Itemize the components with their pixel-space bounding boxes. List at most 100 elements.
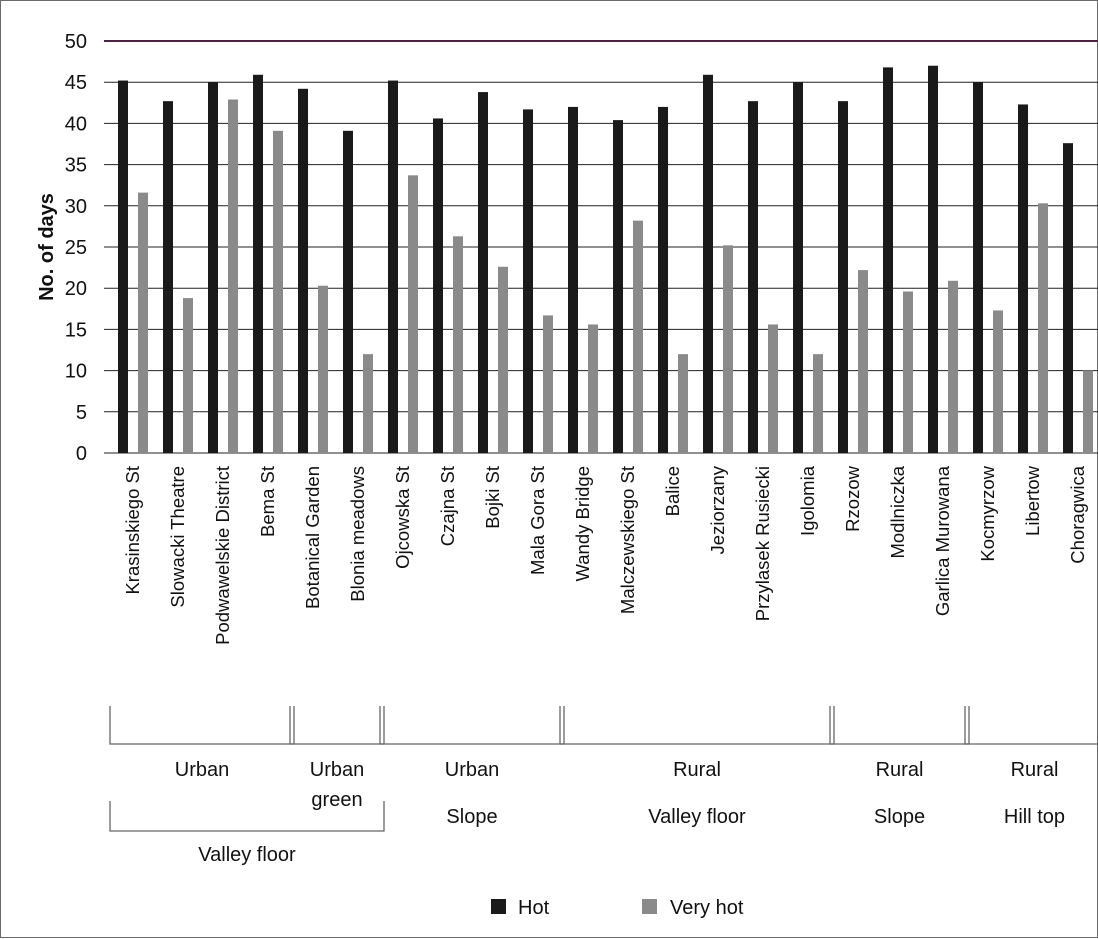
group-label-top: Rural [1011,759,1059,781]
group-label-bottom: Valley floor [648,806,746,828]
x-tick-label: Slowacki Theatre [167,466,188,608]
x-tick-label: Przylasek Rusiecki [752,466,773,621]
bar-hot [703,74,713,453]
group-label-top: Urban [445,759,499,781]
x-tick-label: Mala Gora St [527,466,548,575]
group-label-bottom: Slope [446,806,497,828]
group-label-top: Urban [310,759,364,781]
x-tick-label: Jeziorzany [707,465,728,554]
group-layer: Urban Valley floor Urban green Urban Slope Rur… [109,706,1098,866]
group-bracket [829,706,970,745]
bar-hot [838,101,848,453]
x-tick-label: Blonia meadows [347,466,368,602]
bar-hot [478,92,488,453]
legend-swatch-hot [491,899,506,914]
y-tick-label: 45 [65,72,87,94]
bar-hot [433,118,443,454]
label-layer: Krasinskiego St Slowacki Theatre Podwawels… [122,465,1088,645]
grid-layer: 0 5 10 15 20 25 30 35 40 45 50 [65,31,1098,465]
x-tick-label: Krasinskiego St [122,466,143,595]
bar-very-hot [318,285,328,453]
bar-hot [523,109,533,453]
bar-very-hot [588,324,598,453]
bar-hot [1063,143,1073,453]
y-tick-label: 15 [65,319,87,341]
bar-very-hot [903,291,913,453]
bar-hot [658,106,668,454]
group-label-bottom: Slope [874,806,925,828]
group-bracket [289,706,385,745]
y-tick-label: 50 [65,31,87,53]
group-bracket [964,706,1098,745]
bar-hot [163,101,173,453]
bar-very-hot [948,280,958,453]
legend-swatch-very-hot [642,899,657,914]
bar-very-hot [993,310,1003,453]
group-bracket [379,706,565,745]
y-tick-label: 0 [76,443,87,465]
group-label-top: Urban [175,759,229,781]
y-tick-label: 5 [76,402,87,424]
bar-hot [298,88,308,454]
y-tick-label: 35 [65,155,87,177]
bar-very-hot [768,324,778,453]
legend: Hot Very hot [491,897,744,919]
bar-very-hot [633,220,643,453]
x-tick-label: Balice [662,466,683,516]
bar-hot [613,120,623,453]
bar-very-hot [858,270,868,453]
bar-very-hot [543,315,553,453]
legend-label-very-hot: Very hot [670,897,744,919]
bar-hot [973,82,983,453]
bar-very-hot [273,130,283,454]
y-tick-label: 20 [65,278,87,300]
x-tick-label: Wandy Bridge [572,466,593,582]
x-tick-label: Malczewskiego St [617,466,638,614]
bar-layer [118,65,1093,454]
x-tick-label: Rzozow [842,465,863,531]
bar-hot [748,101,758,453]
bar-very-hot [408,175,418,453]
group-label-top: Rural [673,759,721,781]
group-bracket [559,706,835,745]
group-bracket [109,801,385,832]
bar-hot [793,82,803,453]
y-axis-label: No. of days [36,193,58,301]
group-label-top: green [311,789,362,811]
x-tick-label: Podwawelskie District [212,466,233,645]
x-tick-label: Choragwica [1067,465,1088,563]
bar-very-hot [498,266,508,453]
x-tick-label: Czajna St [437,466,458,546]
x-tick-label: Libertow [1022,465,1043,536]
x-tick-label: Igolomia [797,465,818,536]
bar-hot [928,65,938,453]
x-tick-label: Bema St [257,466,278,537]
group-label-top: Rural [876,759,924,781]
x-tick-label: Bojki St [482,466,503,529]
group-label-bottom: Hill top [1004,806,1065,828]
bar-hot [208,82,218,453]
y-tick-label: 25 [65,237,87,259]
x-tick-label: Ojcowska St [392,466,413,569]
y-tick-label: 40 [65,113,87,135]
bar-hot [343,130,353,454]
x-tick-label: Garlica Murowana [932,465,953,616]
bar-hot [1018,104,1028,453]
group-label-bottom: Valley floor [198,844,296,866]
bar-very-hot [1038,203,1048,453]
group-bracket [109,706,295,745]
bar-hot [253,74,263,453]
bar-very-hot [813,354,823,453]
x-tick-label: Botanical Garden [302,466,323,609]
bar-very-hot [723,245,733,453]
bar-hot [388,80,398,453]
bar-very-hot [183,298,193,453]
bar-very-hot [228,99,238,453]
bar-very-hot [453,236,463,453]
legend-label-hot: Hot [518,897,550,919]
x-tick-label: Kocmyrzow [977,465,998,561]
bar-hot [883,67,893,454]
bar-very-hot [363,354,373,453]
